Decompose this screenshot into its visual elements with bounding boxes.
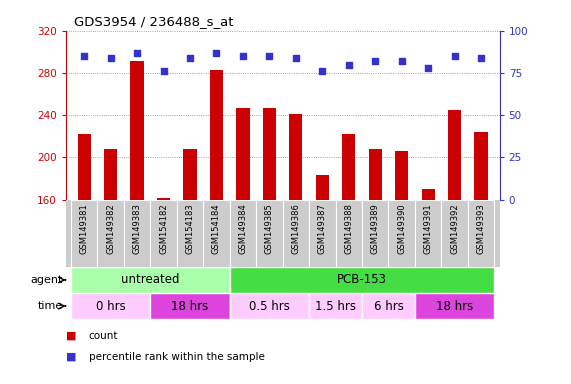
Text: GSM149392: GSM149392 bbox=[450, 203, 459, 254]
Text: GSM154182: GSM154182 bbox=[159, 203, 168, 254]
Bar bbox=[157, 197, 170, 200]
Point bbox=[238, 53, 247, 59]
Bar bbox=[388, 200, 415, 267]
Bar bbox=[150, 293, 230, 319]
Text: GSM149385: GSM149385 bbox=[265, 203, 274, 254]
Text: 0.5 hrs: 0.5 hrs bbox=[249, 300, 290, 313]
Bar bbox=[316, 175, 329, 200]
Text: GSM149386: GSM149386 bbox=[291, 203, 300, 254]
Text: GSM149393: GSM149393 bbox=[477, 203, 485, 254]
Bar bbox=[71, 293, 150, 319]
Point bbox=[106, 55, 115, 61]
Bar bbox=[441, 200, 468, 267]
Point bbox=[371, 58, 380, 64]
Bar bbox=[230, 293, 309, 319]
Text: ■: ■ bbox=[66, 352, 76, 362]
Text: ■: ■ bbox=[66, 331, 76, 341]
Bar bbox=[369, 149, 382, 200]
Text: GSM149388: GSM149388 bbox=[344, 203, 353, 254]
Text: GSM149383: GSM149383 bbox=[132, 203, 142, 254]
Bar bbox=[71, 267, 230, 293]
Point bbox=[186, 55, 195, 61]
Bar bbox=[309, 200, 336, 267]
Bar bbox=[336, 200, 362, 267]
Text: 18 hrs: 18 hrs bbox=[171, 300, 208, 313]
Bar bbox=[78, 134, 91, 200]
Bar bbox=[362, 293, 415, 319]
Text: 18 hrs: 18 hrs bbox=[436, 300, 473, 313]
Text: GSM149390: GSM149390 bbox=[397, 203, 406, 254]
Text: GSM149389: GSM149389 bbox=[371, 203, 380, 254]
Bar bbox=[124, 200, 150, 267]
Bar bbox=[415, 200, 441, 267]
Bar bbox=[131, 61, 144, 200]
Point bbox=[344, 61, 353, 68]
Bar bbox=[150, 200, 177, 267]
Bar bbox=[104, 149, 117, 200]
Point bbox=[159, 68, 168, 74]
Bar bbox=[342, 134, 355, 200]
Text: GSM149387: GSM149387 bbox=[318, 203, 327, 254]
Text: 0 hrs: 0 hrs bbox=[96, 300, 126, 313]
Text: GSM154184: GSM154184 bbox=[212, 203, 221, 254]
Bar bbox=[177, 200, 203, 267]
Point bbox=[424, 65, 433, 71]
Text: GSM149391: GSM149391 bbox=[424, 203, 433, 254]
Bar bbox=[283, 200, 309, 267]
Bar bbox=[448, 110, 461, 200]
Point bbox=[212, 50, 221, 56]
Text: 1.5 hrs: 1.5 hrs bbox=[315, 300, 356, 313]
Bar bbox=[421, 189, 435, 200]
Text: GSM149381: GSM149381 bbox=[80, 203, 89, 254]
Bar bbox=[362, 200, 388, 267]
Point bbox=[477, 55, 486, 61]
Text: PCB-153: PCB-153 bbox=[337, 273, 387, 286]
Text: time: time bbox=[38, 301, 63, 311]
Text: GSM149384: GSM149384 bbox=[239, 203, 247, 254]
Point bbox=[450, 53, 459, 59]
Bar bbox=[263, 108, 276, 200]
Point bbox=[291, 55, 300, 61]
Point bbox=[132, 50, 142, 56]
Text: GSM154183: GSM154183 bbox=[186, 203, 195, 254]
Bar bbox=[230, 200, 256, 267]
Point bbox=[79, 53, 89, 59]
Text: agent: agent bbox=[30, 275, 63, 285]
Bar bbox=[210, 70, 223, 200]
Bar bbox=[203, 200, 230, 267]
Bar bbox=[475, 132, 488, 200]
Text: GSM149382: GSM149382 bbox=[106, 203, 115, 254]
Bar bbox=[256, 200, 283, 267]
Bar bbox=[309, 293, 362, 319]
Text: GDS3954 / 236488_s_at: GDS3954 / 236488_s_at bbox=[74, 15, 234, 28]
Point bbox=[265, 53, 274, 59]
Point bbox=[318, 68, 327, 74]
Bar bbox=[468, 200, 494, 267]
Text: count: count bbox=[89, 331, 118, 341]
Text: percentile rank within the sample: percentile rank within the sample bbox=[89, 352, 264, 362]
Bar bbox=[71, 200, 98, 267]
Point bbox=[397, 58, 407, 64]
Bar bbox=[415, 293, 494, 319]
Bar bbox=[236, 108, 250, 200]
Bar bbox=[98, 200, 124, 267]
Bar bbox=[289, 114, 303, 200]
Bar bbox=[230, 267, 494, 293]
Bar bbox=[395, 151, 408, 200]
Bar bbox=[183, 149, 196, 200]
Text: 6 hrs: 6 hrs bbox=[373, 300, 404, 313]
Text: untreated: untreated bbox=[121, 273, 180, 286]
